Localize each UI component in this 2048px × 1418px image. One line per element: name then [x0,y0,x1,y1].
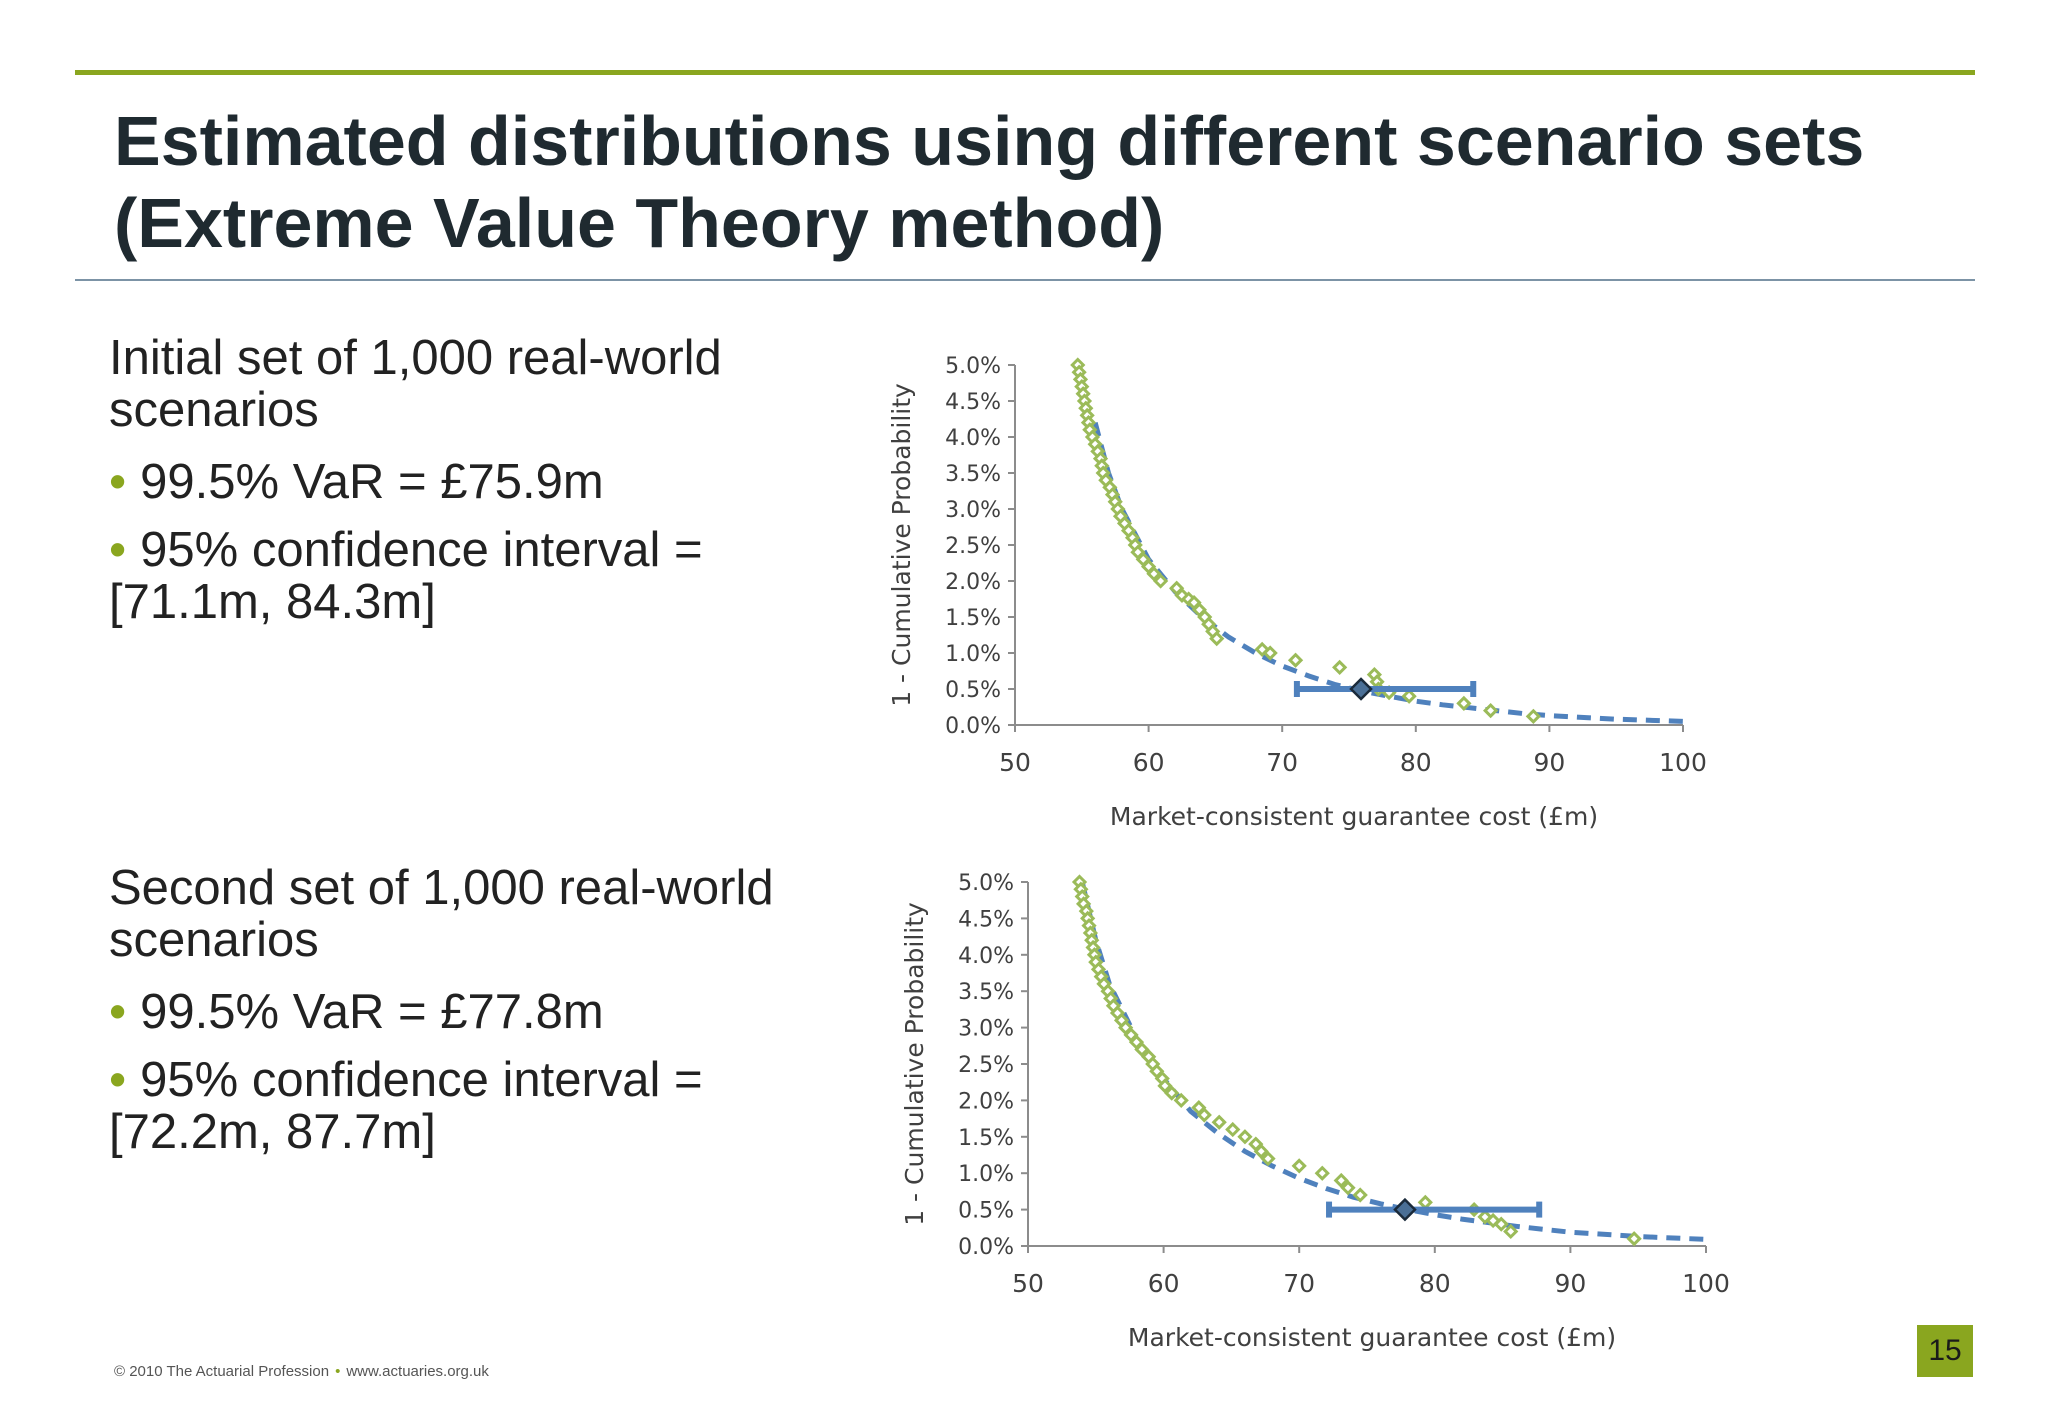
page-number-badge: 15 [1917,1325,1973,1377]
data-point [1456,695,1472,712]
y-tick-label: 2.0% [945,570,1001,595]
data-point [1262,645,1278,661]
scenario-set-2-ci-text: 95% confidence interval = [72.2m, 87.7m] [109,1053,703,1159]
fitted-curve [1079,881,1707,1242]
x-tick-label: 90 [1554,1269,1586,1298]
data-point [1146,566,1162,582]
footer: © 2010 The Actuarial Profession • www.actu… [114,1363,489,1380]
y-axis-title: 1 - Cumulative Probability [900,902,929,1226]
x-tick-label: 100 [1682,1269,1730,1298]
x-tick-label: 100 [1659,748,1707,777]
data-point [1253,1143,1269,1159]
y-tick-label: 3.5% [945,462,1001,487]
y-tick-label: 1.0% [945,642,1001,667]
data-point [1287,652,1304,668]
data-point [1291,1158,1307,1174]
y-tick-label: 0.0% [945,714,1001,739]
var-estimate-marker [1393,1197,1417,1222]
data-point [1209,630,1225,647]
y-tick-label: 5.0% [958,871,1014,896]
y-tick-label: 1.5% [958,1126,1014,1151]
data-point [1173,1092,1189,1109]
y-tick-label: 1.5% [945,606,1001,631]
scenario-set-1-ci-text: 95% confidence interval = [71.1m, 84.3m] [109,523,703,629]
data-point [1626,1231,1642,1247]
y-tick-label: 3.0% [958,1017,1014,1042]
chart-second-scenarios: 0.0% 0.5% 1.0% 1.5% 2.0% 2.5% 3.0% 3.5% 4.0% 4.5%… [900,871,1730,1352]
title-underline-rule [75,279,1975,281]
scenario-set-1-var-text: 99.5% VaR = £75.9m [140,455,604,509]
y-tick-label: 3.0% [945,498,1001,523]
bullet-dot-icon: • [109,1053,127,1107]
y-tick-label: 4.0% [958,944,1014,969]
data-point [1401,688,1417,704]
data-point [1332,659,1348,676]
footer-site-link[interactable]: www.actuaries.org.uk [346,1363,489,1380]
footer-copyright: © 2010 The Actuarial Profession [114,1363,330,1380]
slide-title-line-1: Estimated distributions using different … [114,102,1865,180]
x-tick-label: 60 [1148,1269,1180,1298]
y-tick-label: 2.5% [958,1053,1014,1078]
data-point [1211,1114,1227,1130]
data-point [1525,708,1541,724]
scenario-set-1-ci-bullet: • 95% confidence interval = [71.1m, 84.3m… [109,524,809,628]
y-tick-label: 1.0% [958,1162,1014,1187]
x-tick-label: 70 [1266,748,1298,777]
y-tick-label: 5.0% [945,354,1001,379]
x-tick-label: 50 [1012,1269,1044,1298]
y-tick-label: 3.5% [958,980,1014,1005]
x-tick-label: 60 [1133,748,1165,777]
x-tick-label: 50 [999,748,1031,777]
top-accent-rule [75,70,1975,75]
scenario-set-2-var-bullet: • 99.5% VaR = £77.8m [109,986,809,1038]
data-point [1503,1223,1519,1240]
var-estimate-marker [1349,677,1373,701]
x-axis-title: Market-consistent guarantee cost (£m) [1128,1323,1616,1352]
y-tick-label: 2.0% [958,1089,1014,1114]
data-point [1157,1078,1173,1094]
scenario-set-2-var-text: 99.5% VaR = £77.8m [140,985,604,1039]
slide-title: Estimated distributions using different … [114,100,1994,264]
scenario-set-1-var-bullet: • 99.5% VaR = £75.9m [109,456,809,508]
data-point [1493,1216,1509,1232]
data-point [1196,1107,1212,1123]
data-point [1164,1085,1180,1101]
y-tick-label: 0.0% [958,1235,1014,1260]
x-tick-label: 70 [1283,1269,1315,1298]
x-tick-label: 80 [1400,748,1432,777]
data-point [1314,1165,1330,1181]
scenario-set-1-text: Initial set of 1,000 real-world scenario… [109,332,809,628]
scenario-set-1-heading: Initial set of 1,000 real-world scenario… [109,331,722,437]
fitted-curve [1092,421,1684,724]
data-point [1260,1151,1276,1167]
y-axis-title: 1 - Cumulative Probability [887,383,916,707]
y-tick-label: 0.5% [945,678,1001,703]
data-point [1482,702,1499,719]
y-tick-label: 4.0% [945,426,1001,451]
data-point [1340,1180,1356,1196]
y-tick-label: 2.5% [945,534,1001,559]
y-tick-label: 4.5% [945,390,1001,415]
scenario-set-2-text: Second set of 1,000 real-world scenarios… [109,862,809,1158]
data-point [1237,1129,1253,1145]
data-point [1417,1194,1433,1210]
x-tick-label: 90 [1533,748,1565,777]
y-tick-label: 0.5% [958,1199,1014,1224]
data-point [1333,1172,1349,1189]
scenario-set-2-heading: Second set of 1,000 real-world scenarios [109,861,774,967]
slide-title-line-2: (Extreme Value Theory method) [114,184,1165,262]
y-tick-label: 4.5% [958,907,1014,932]
data-point [1153,573,1169,589]
bullet-dot-icon: • [109,455,127,509]
footer-separator: • [335,1363,341,1380]
data-point [1225,1121,1241,1138]
bullet-dot-icon: • [109,985,127,1039]
scenario-set-2-ci-bullet: • 95% confidence interval = [72.2m, 87.7m… [109,1054,809,1158]
data-point [1134,1041,1150,1058]
chart-initial-scenarios: 0.0% 0.5% 1.0% 1.5% 2.0% 2.5% 3.0% 3.5% 4.0% 4.5%… [887,354,1707,831]
x-tick-label: 80 [1419,1269,1451,1298]
bullet-dot-icon: • [109,523,127,577]
data-point [1352,1187,1368,1203]
x-axis-title: Market-consistent guarantee cost (£m) [1110,802,1598,831]
